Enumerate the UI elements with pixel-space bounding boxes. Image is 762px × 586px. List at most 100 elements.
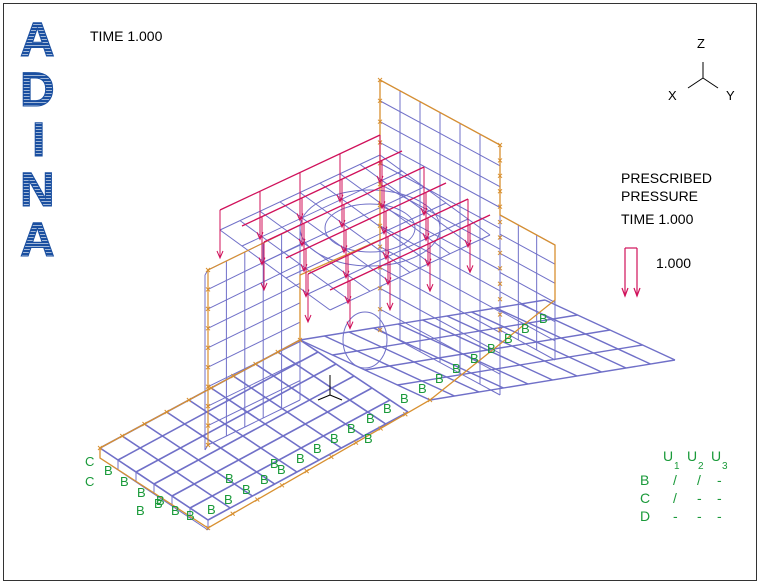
bc-marker-b: B [383, 401, 392, 416]
node-marker [377, 77, 383, 83]
pressure-arrowhead [376, 175, 384, 185]
pressure-arrowhead [380, 226, 388, 236]
mesh-line [207, 282, 301, 329]
bc-cell: - [697, 490, 702, 506]
bc-marker-b: B [137, 485, 146, 500]
mesh-line [429, 359, 676, 401]
node-marker [377, 202, 383, 208]
bc-marker-b: B [186, 508, 195, 523]
circular-pad [299, 189, 441, 267]
bc-cell: / [673, 472, 677, 488]
node-marker [205, 423, 211, 428]
bc-marker-c: C [85, 474, 94, 489]
bc-marker-b: B [296, 451, 305, 466]
pressure-arrowhead [340, 245, 348, 254]
node-marker [205, 267, 211, 273]
mesh-line [339, 173, 451, 255]
bc-marker-b: B [418, 381, 427, 396]
mesh-line [171, 387, 373, 497]
node-marker [279, 482, 285, 488]
origin-triad-line [329, 394, 343, 401]
node-marker [275, 349, 281, 355]
mesh-line [379, 287, 501, 354]
bc-cell: / [697, 472, 701, 488]
node-marker [205, 345, 211, 351]
node-marker [377, 244, 383, 250]
origin-triad-line [317, 394, 331, 401]
bc-marker-b: B [470, 351, 479, 366]
bc-marker-b: B [104, 463, 113, 478]
bc-marker-b: B [242, 482, 251, 497]
bc-marker-b: B [136, 503, 145, 518]
mesh-line [189, 399, 391, 509]
node-marker [230, 373, 236, 379]
node-marker [402, 411, 408, 417]
bc-marker-b: B [435, 371, 444, 386]
pressure-load-arrows [216, 134, 491, 330]
node-marker [377, 306, 383, 312]
mesh-line [207, 360, 301, 407]
node-marker [205, 364, 211, 370]
bc-marker-b: B [364, 431, 373, 446]
mesh-line [379, 204, 501, 271]
mesh-line [379, 162, 501, 229]
node-marker [230, 511, 236, 517]
bc-cell: - [717, 508, 722, 524]
node-marker [497, 296, 503, 302]
pressure-arrowhead [296, 213, 304, 222]
mesh-line [207, 302, 301, 349]
pressure-arrowhead [258, 257, 266, 266]
node-marker [297, 337, 303, 343]
pressure-rail [263, 166, 425, 243]
bc-marker-b: B [225, 471, 234, 486]
node-marker [497, 204, 503, 210]
mesh-line [239, 220, 351, 302]
bc-row-label: B [640, 472, 649, 488]
bc-cell: - [673, 508, 678, 524]
pressure-rail [307, 198, 469, 275]
bc-header-u3-sub: 3 [722, 461, 728, 472]
mesh-line [117, 351, 319, 461]
bc-marker-b: B [452, 361, 461, 376]
logo-letter-a: A [20, 14, 55, 67]
bc-header-u2: U [687, 448, 697, 464]
node-marker [497, 235, 503, 240]
bc-marker-b: B [270, 456, 279, 471]
mesh-line [379, 329, 501, 396]
bc-marker-b: B [120, 474, 129, 489]
pressure-rail [241, 150, 403, 227]
mesh-line [207, 380, 301, 427]
node-marker [497, 219, 503, 225]
bc-cell: / [673, 490, 677, 506]
bc-marker-b: B [313, 441, 322, 456]
mesh-line [219, 229, 331, 311]
mesh-line [499, 329, 556, 361]
mesh-line [364, 329, 611, 371]
axis-y-label: Y [726, 88, 735, 103]
bc-marker-c: C [85, 454, 94, 469]
pressure-arrowhead [346, 321, 354, 330]
mesh-line [299, 299, 546, 341]
pressure-arrowhead [466, 265, 474, 274]
node-marker [304, 468, 310, 474]
pressure-arrowhead [384, 277, 392, 286]
bc-marker-b: B [400, 391, 409, 406]
bc-row-label: D [640, 508, 650, 524]
axis-x-label: X [668, 88, 677, 103]
node-marker [205, 442, 211, 448]
pressure-rail [219, 134, 381, 211]
node-marker [497, 158, 503, 163]
logo-letter-a2: A [20, 214, 55, 264]
bc-marker-b: B [504, 331, 513, 346]
axis-z-label: Z [697, 36, 705, 51]
logo-letter-i: I [32, 114, 45, 167]
adina-logo: A D I N A [20, 14, 56, 264]
cylinder [342, 311, 388, 369]
mesh-line [499, 291, 556, 323]
mesh-line [153, 375, 355, 485]
mesh-line [499, 310, 556, 342]
node-marker [205, 403, 211, 409]
